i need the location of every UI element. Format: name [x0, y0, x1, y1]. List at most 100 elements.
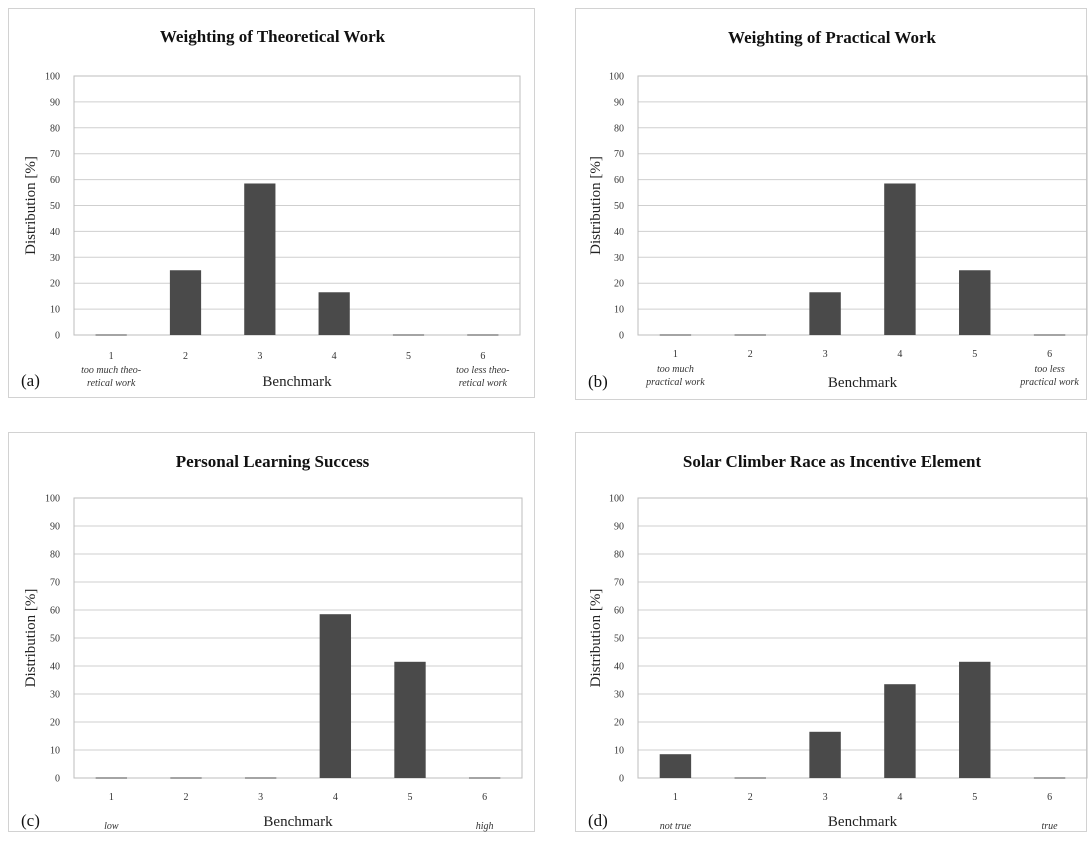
- y-tick-label: 20: [50, 279, 60, 290]
- chart-svg-d: Solar Climber Race as Incentive Element 0…: [588, 452, 1088, 832]
- y-tick-label: 50: [614, 201, 624, 212]
- y-tick-label: 0: [55, 774, 60, 785]
- y-tick-label: 100: [609, 72, 624, 83]
- bar-5: [394, 661, 426, 778]
- y-tick-label: 40: [50, 662, 60, 673]
- y-tick-label: 0: [619, 331, 624, 342]
- x-tick-label: 6: [482, 792, 487, 803]
- bar-3: [809, 292, 841, 335]
- x-tick-label: 1: [109, 351, 114, 362]
- y-tick-label: 70: [50, 149, 60, 160]
- low-end-note: practical work: [645, 377, 705, 388]
- y-tick-label: 70: [614, 578, 624, 589]
- x-tick-label: 2: [748, 349, 753, 360]
- chart-panel-a: Weighting of Theoretical Work 0 10 20 30 40 50…: [8, 8, 535, 398]
- y-tick-label: 30: [614, 690, 624, 701]
- bar-5: [959, 270, 991, 335]
- y-tick-label: 40: [614, 662, 624, 673]
- x-tick-label: 2: [183, 351, 188, 362]
- chart-title: Weighting of Theoretical Work: [160, 27, 386, 46]
- y-tick-label: 90: [614, 97, 624, 108]
- y-tick-label: 60: [614, 175, 624, 186]
- y-tick-label: 100: [45, 72, 60, 83]
- bar-3: [244, 183, 276, 335]
- chart-svg-c: Personal Learning Success 0 10 20 30 40 50 60 70…: [21, 452, 523, 832]
- plot-frame: [637, 75, 1088, 336]
- x-tick-label: 4: [332, 351, 337, 362]
- chart-title: Solar Climber Race as Incentive Element: [683, 452, 982, 471]
- low-end-note: low: [104, 821, 119, 832]
- bar-4: [318, 292, 350, 335]
- high-end-note: retical work: [459, 378, 508, 389]
- low-end-note: too much: [657, 364, 694, 375]
- x-tick-label: 6: [1047, 349, 1052, 360]
- chart-svg-b: Weighting of Practical Work 0 10 20 30 40 50 60…: [588, 28, 1088, 391]
- y-tick-label: 30: [50, 690, 60, 701]
- low-end-note: too much theo-: [81, 365, 141, 376]
- panel-letter: (c): [21, 811, 40, 830]
- y-tick-label: 30: [50, 253, 60, 264]
- chart-title: Weighting of Practical Work: [728, 28, 936, 47]
- high-end-note: practical work: [1019, 377, 1079, 388]
- y-tick-label: 80: [614, 123, 624, 134]
- y-tick-label: 90: [50, 522, 60, 533]
- plot-frame: [637, 497, 1088, 779]
- x-tick-label: 4: [897, 792, 902, 803]
- x-tick-label: 5: [406, 351, 411, 362]
- y-axis-label: Distribution [%]: [588, 156, 604, 255]
- bar-4: [884, 684, 916, 778]
- bar-5: [959, 661, 991, 778]
- y-tick-label: 70: [614, 149, 624, 160]
- high-end-note: true: [1042, 821, 1059, 832]
- high-end-note: high: [476, 821, 494, 832]
- x-tick-label: 6: [480, 351, 485, 362]
- y-tick-label: 50: [614, 634, 624, 645]
- x-axis-label: Benchmark: [263, 814, 333, 830]
- panel-letter: (b): [588, 372, 608, 391]
- x-tick-label: 5: [408, 792, 413, 803]
- y-tick-label: 60: [50, 175, 60, 186]
- x-tick-label: 3: [257, 351, 262, 362]
- y-axis-label: Distribution [%]: [588, 589, 604, 688]
- chart-svg-a: Weighting of Theoretical Work 0 10 20 30 40 50…: [21, 27, 521, 390]
- y-tick-label: 10: [50, 746, 60, 757]
- low-end-note: retical work: [87, 378, 136, 389]
- y-tick-label: 100: [45, 494, 60, 505]
- x-tick-label: 1: [673, 792, 678, 803]
- y-tick-label: 10: [614, 746, 624, 757]
- x-tick-label: 2: [184, 792, 189, 803]
- y-tick-label: 80: [614, 550, 624, 561]
- bar-3: [809, 731, 841, 778]
- chart-panel-c: Personal Learning Success 0 10 20 30 40 50 60 70…: [8, 432, 535, 832]
- y-tick-label: 100: [609, 494, 624, 505]
- high-end-note: too less: [1034, 364, 1064, 375]
- x-tick-label: 3: [258, 792, 263, 803]
- chart-title: Personal Learning Success: [176, 452, 370, 471]
- y-tick-label: 90: [50, 97, 60, 108]
- x-tick-label: 5: [972, 792, 977, 803]
- x-tick-label: 6: [1047, 792, 1052, 803]
- panel-letter: (a): [21, 371, 40, 390]
- y-tick-label: 50: [50, 201, 60, 212]
- bar-4: [884, 183, 916, 335]
- y-axis-label: Distribution [%]: [23, 589, 39, 688]
- x-tick-label: 1: [109, 792, 114, 803]
- chart-panel-d: Solar Climber Race as Incentive Element 0…: [575, 432, 1088, 832]
- y-tick-label: 40: [614, 227, 624, 238]
- bar-2: [169, 270, 202, 335]
- y-tick-label: 60: [50, 606, 60, 617]
- x-tick-label: 3: [823, 792, 828, 803]
- y-tick-label: 70: [50, 578, 60, 589]
- y-tick-label: 50: [50, 634, 60, 645]
- y-tick-label: 60: [614, 606, 624, 617]
- y-tick-label: 0: [619, 774, 624, 785]
- panel-letter: (d): [588, 811, 608, 830]
- plot-frame: [73, 497, 523, 779]
- plot-frame: [73, 75, 521, 336]
- x-axis-label: Benchmark: [262, 374, 332, 390]
- high-end-note: too less theo-: [456, 365, 509, 376]
- low-end-note: not true: [660, 821, 692, 832]
- y-tick-label: 10: [614, 305, 624, 316]
- x-axis-label: Benchmark: [828, 814, 898, 830]
- bar-1: [659, 754, 692, 778]
